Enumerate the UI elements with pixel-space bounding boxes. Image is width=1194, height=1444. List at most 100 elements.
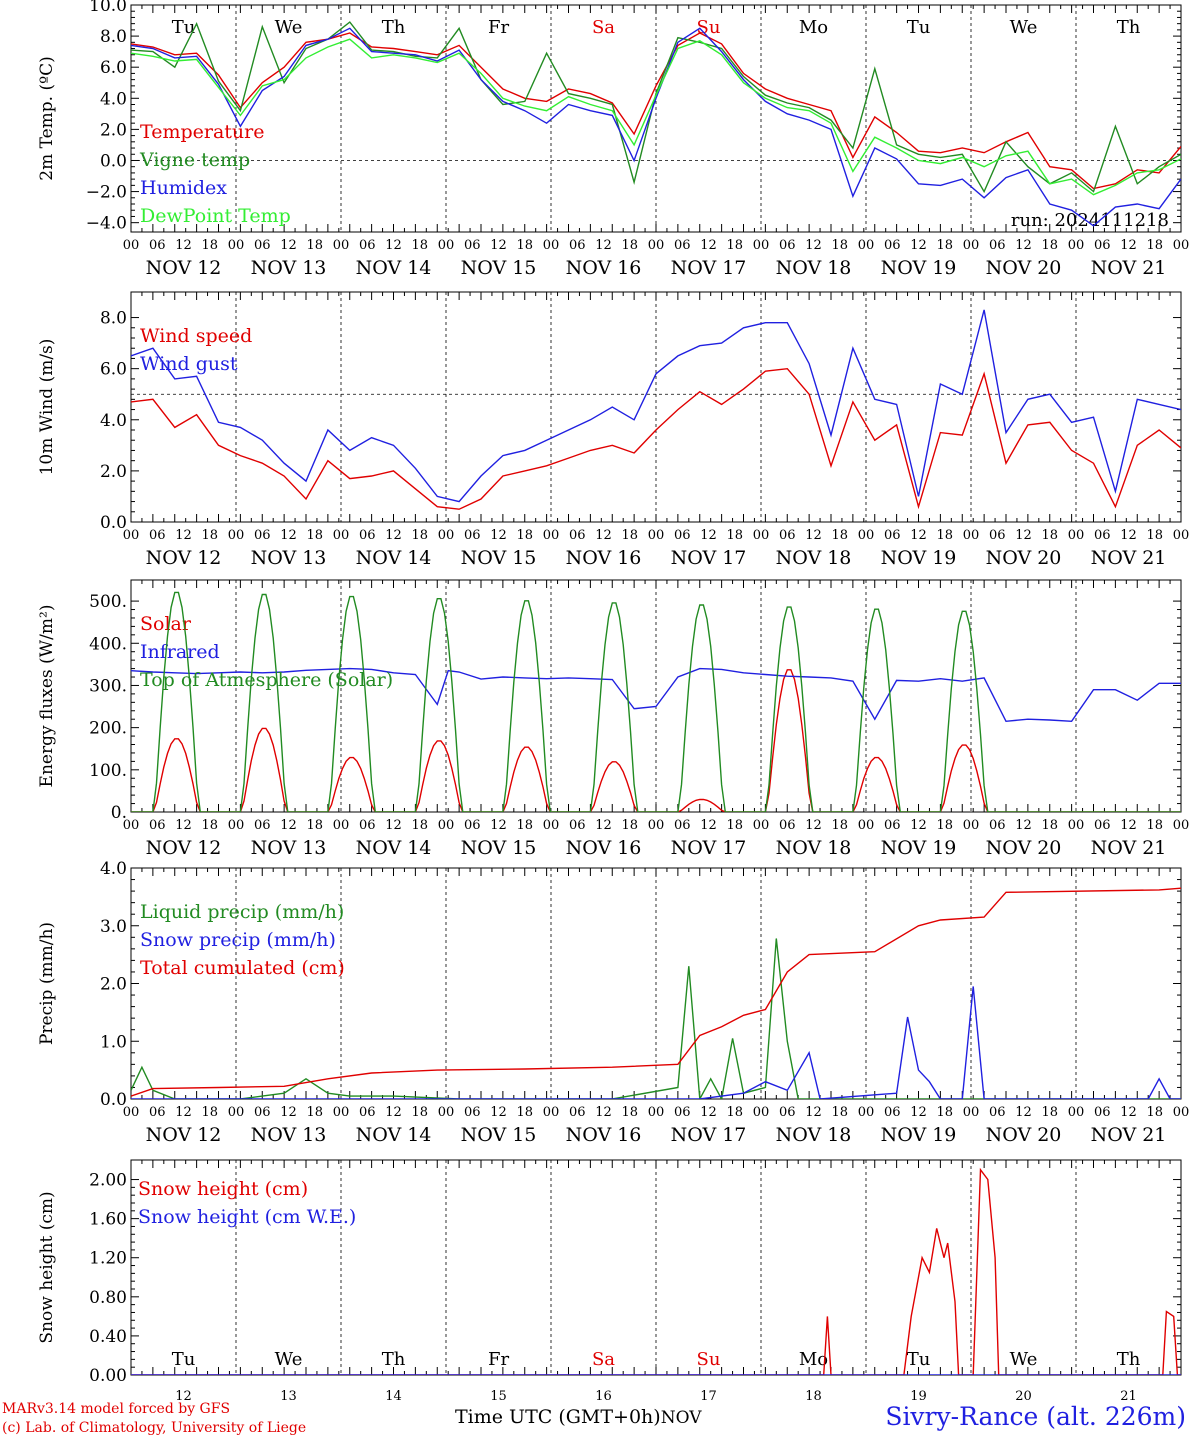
model-credit: MARv3.14 model forced by GFS <box>2 1401 231 1417</box>
hour-tick-label: 12 <box>595 238 612 253</box>
hour-tick-label: 12 <box>280 818 297 833</box>
date-label: NOV 15 <box>461 547 537 569</box>
date-label: NOV 12 <box>146 257 222 279</box>
day-name-label: Fr <box>488 1349 509 1370</box>
y-tick-label: 0.0 <box>100 1090 127 1110</box>
hour-tick-label: 00 <box>1068 528 1085 543</box>
hour-tick-label: 18 <box>1146 238 1163 253</box>
hour-tick-label: 18 <box>1041 818 1058 833</box>
date-label: NOV 16 <box>566 257 642 279</box>
y-axis-label: Snow height (cm) <box>37 1191 57 1343</box>
legend-entry: Snow height (cm W.E.) <box>138 1206 356 1228</box>
y-tick-label: 4.0 <box>100 411 127 431</box>
hour-tick-label: 18 <box>1146 528 1163 543</box>
y-tick-label: 0.0 <box>100 513 127 533</box>
hour-tick-label: 18 <box>201 238 218 253</box>
hour-tick-label: 12 <box>490 528 507 543</box>
y-tick-label: 300. <box>89 676 127 696</box>
series-line <box>131 32 1181 190</box>
hour-tick-label: 00 <box>228 238 245 253</box>
hour-tick-label: 06 <box>884 528 901 543</box>
y-tick-label: 6.0 <box>100 58 127 78</box>
hour-tick-label: 06 <box>989 1105 1006 1120</box>
series-line <box>131 669 1181 812</box>
date-label: NOV 15 <box>461 257 537 279</box>
day-name-label: Tu <box>907 1349 931 1370</box>
y-tick-label: 1.60 <box>89 1210 127 1230</box>
y-tick-label: 100. <box>89 761 127 781</box>
date-label: NOV 21 <box>1091 257 1167 279</box>
day-number-label: 17 <box>700 1389 717 1404</box>
hour-tick-label: 06 <box>359 1105 376 1120</box>
hour-tick-label: 06 <box>149 238 166 253</box>
hour-tick-label: 18 <box>726 818 743 833</box>
hour-tick-label: 06 <box>989 818 1006 833</box>
hour-tick-label: 12 <box>175 1105 192 1120</box>
hour-tick-label: 06 <box>674 238 691 253</box>
hour-tick-label: 00 <box>963 238 980 253</box>
y-tick-label: −4.0 <box>86 214 127 234</box>
hour-tick-label: 06 <box>779 238 796 253</box>
chart-panel-2: 0.0 2.0 4.0 6.0 8.0 10m Wind (m/s) 00 06 12 18 NOV… <box>37 291 1190 569</box>
y-tick-label: 10.0 <box>89 0 127 16</box>
day-name-label: Fr <box>488 17 509 38</box>
day-name-label: Su <box>697 17 721 38</box>
hour-tick-label: 18 <box>201 818 218 833</box>
hour-tick-label: 06 <box>569 818 586 833</box>
hour-tick-label: 00 <box>1173 528 1190 543</box>
legend-entry: Wind gust <box>140 353 238 375</box>
hour-tick-label: 18 <box>831 238 848 253</box>
day-name-label: We <box>275 17 303 38</box>
hour-tick-label: 06 <box>674 818 691 833</box>
hour-tick-label: 00 <box>1173 818 1190 833</box>
hour-tick-label: 06 <box>359 528 376 543</box>
hour-tick-label: 12 <box>1015 1105 1032 1120</box>
date-label: NOV 19 <box>881 1124 957 1146</box>
copyright-credit: (c) Lab. of Climatology, University of L… <box>2 1420 307 1436</box>
y-tick-label: 200. <box>89 719 127 739</box>
hour-tick-label: 18 <box>1041 1105 1058 1120</box>
date-label: NOV 17 <box>671 837 747 859</box>
hour-tick-label: 00 <box>753 528 770 543</box>
y-axis-label: 2m Temp. (ºC) <box>37 56 57 181</box>
hour-tick-label: 12 <box>490 818 507 833</box>
hour-tick-label: 00 <box>1173 1105 1190 1120</box>
date-label: NOV 15 <box>461 1124 537 1146</box>
y-tick-label: 2.0 <box>100 120 127 140</box>
day-name-label: Tu <box>907 17 931 38</box>
y-axis-label: Precip (mm/h) <box>37 922 57 1045</box>
hour-tick-label: 18 <box>516 818 533 833</box>
day-name-label: Th <box>1117 1349 1141 1370</box>
hour-tick-label: 18 <box>411 528 428 543</box>
date-label: NOV 13 <box>251 1124 327 1146</box>
hour-tick-label: 18 <box>831 818 848 833</box>
hour-tick-label: 12 <box>280 528 297 543</box>
y-tick-label: 8.0 <box>100 309 127 329</box>
hour-tick-label: 00 <box>333 818 350 833</box>
site-title: Sivry-Rance (alt. 226m) <box>885 1402 1186 1431</box>
series-line <box>131 887 1181 1097</box>
y-tick-label: 1.20 <box>89 1249 127 1269</box>
date-label: NOV 17 <box>671 257 747 279</box>
hour-tick-label: 18 <box>621 1105 638 1120</box>
date-label: NOV 19 <box>881 837 957 859</box>
hour-tick-label: 18 <box>621 238 638 253</box>
hour-tick-label: 06 <box>1094 818 1111 833</box>
chart-panel-1: −4.0 −2.0 0.0 2.0 4.0 6.0 8.0 10.0 2m Temp. (ºC)… <box>37 0 1189 279</box>
hour-tick-label: 06 <box>254 528 271 543</box>
legend-entry: Solar <box>140 613 192 635</box>
day-name-label: We <box>1010 1349 1038 1370</box>
day-number-label: 19 <box>910 1389 927 1404</box>
hour-tick-label: 06 <box>464 1105 481 1120</box>
y-tick-label: 0. <box>111 803 127 823</box>
y-tick-label: 0.0 <box>100 151 127 171</box>
date-label: NOV 14 <box>356 837 432 859</box>
date-label: NOV 17 <box>671 1124 747 1146</box>
hour-tick-label: 06 <box>254 238 271 253</box>
legend-entry: Liquid precip (mm/h) <box>140 901 344 923</box>
date-label: NOV 21 <box>1091 1124 1167 1146</box>
hour-tick-label: 18 <box>411 1105 428 1120</box>
legend-entry: Wind speed <box>140 325 252 347</box>
hour-tick-label: 00 <box>963 1105 980 1120</box>
hour-tick-label: 18 <box>831 1105 848 1120</box>
